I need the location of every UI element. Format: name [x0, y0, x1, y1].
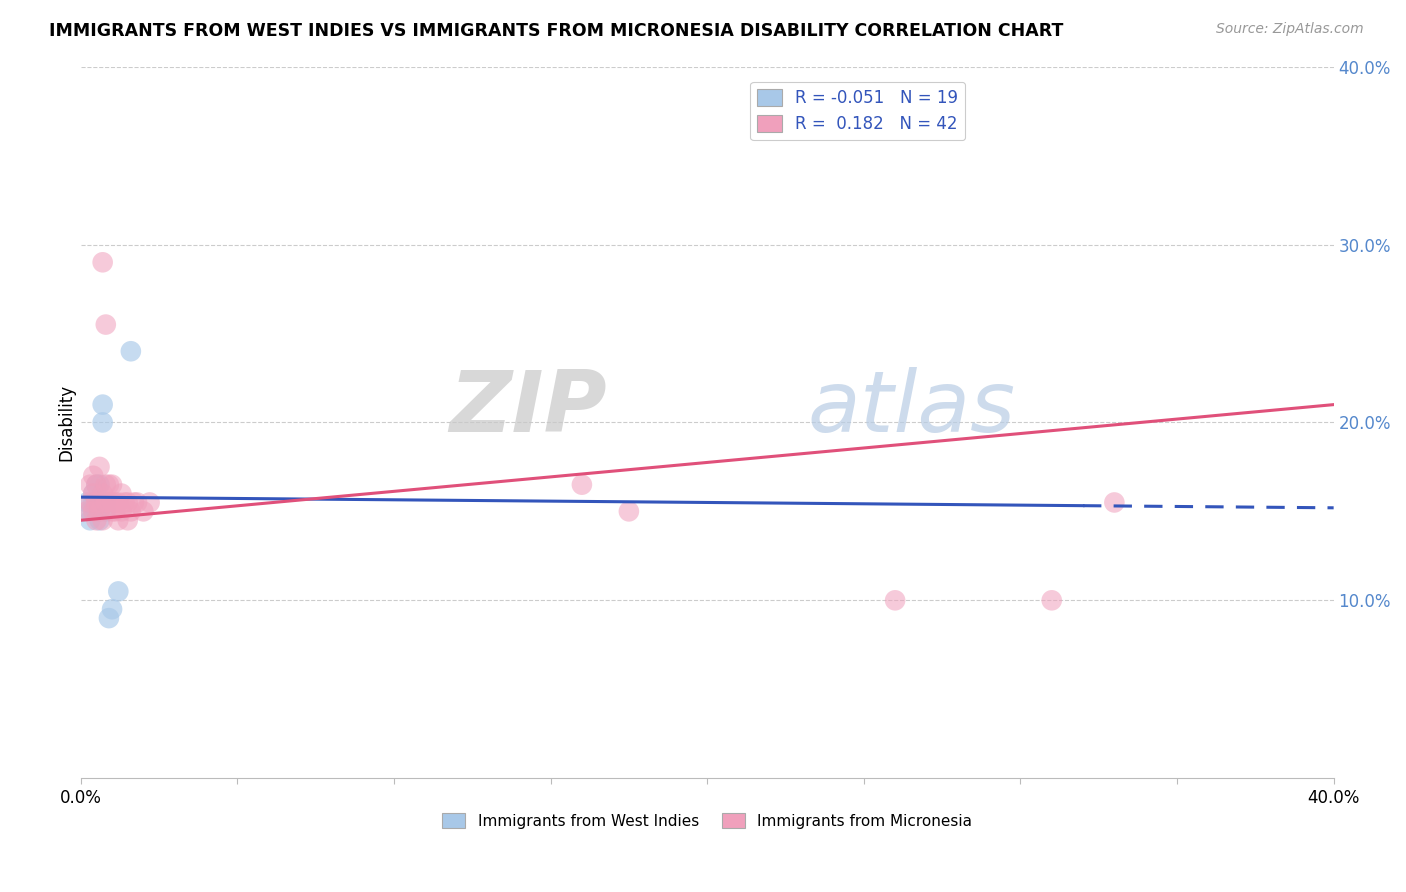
Point — [82, 468, 104, 483]
Point — [1040, 593, 1063, 607]
Text: atlas: atlas — [807, 367, 1015, 450]
Point — [101, 477, 124, 491]
Point — [138, 495, 160, 509]
Point — [91, 255, 114, 269]
Point — [91, 486, 114, 500]
Point — [884, 593, 907, 607]
Point — [617, 504, 640, 518]
Point — [107, 513, 129, 527]
Text: IMMIGRANTS FROM WEST INDIES VS IMMIGRANTS FROM MICRONESIA DISABILITY CORRELATION: IMMIGRANTS FROM WEST INDIES VS IMMIGRANT… — [49, 22, 1063, 40]
Point — [91, 416, 114, 430]
Point — [76, 495, 98, 509]
Point — [86, 477, 108, 491]
Point — [94, 318, 117, 332]
Point — [101, 602, 124, 616]
Point — [89, 459, 111, 474]
Point — [89, 495, 111, 509]
Point — [79, 495, 101, 509]
Point — [94, 504, 117, 518]
Point — [94, 495, 117, 509]
Point — [1104, 495, 1126, 509]
Point — [114, 495, 136, 509]
Point — [82, 504, 104, 518]
Point — [120, 504, 142, 518]
Point — [91, 513, 114, 527]
Point — [120, 344, 142, 359]
Point — [79, 513, 101, 527]
Point — [82, 486, 104, 500]
Point — [89, 513, 111, 527]
Point — [110, 504, 132, 518]
Point — [104, 504, 127, 518]
Point — [79, 477, 101, 491]
Point — [110, 486, 132, 500]
Point — [82, 486, 104, 500]
Point — [76, 504, 98, 518]
Text: ZIP: ZIP — [450, 367, 607, 450]
Point — [89, 495, 111, 509]
Text: Source: ZipAtlas.com: Source: ZipAtlas.com — [1216, 22, 1364, 37]
Point — [79, 504, 101, 518]
Point — [94, 495, 117, 509]
Point — [104, 495, 127, 509]
Point — [117, 513, 139, 527]
Point — [97, 477, 120, 491]
Point — [122, 495, 145, 509]
Y-axis label: Disability: Disability — [58, 384, 75, 461]
Point — [97, 495, 120, 509]
Point — [86, 495, 108, 509]
Point — [91, 398, 114, 412]
Point — [86, 495, 108, 509]
Point — [86, 513, 108, 527]
Point — [117, 495, 139, 509]
Point — [101, 504, 124, 518]
Point — [127, 495, 149, 509]
Point — [86, 477, 108, 491]
Point — [107, 495, 129, 509]
Point — [107, 584, 129, 599]
Point — [132, 504, 155, 518]
Point — [86, 504, 108, 518]
Point — [94, 477, 117, 491]
Point — [89, 504, 111, 518]
Point — [97, 611, 120, 625]
Point — [571, 477, 593, 491]
Legend: Immigrants from West Indies, Immigrants from Micronesia: Immigrants from West Indies, Immigrants … — [436, 806, 979, 835]
Point — [89, 477, 111, 491]
Point — [101, 495, 124, 509]
Point — [82, 495, 104, 509]
